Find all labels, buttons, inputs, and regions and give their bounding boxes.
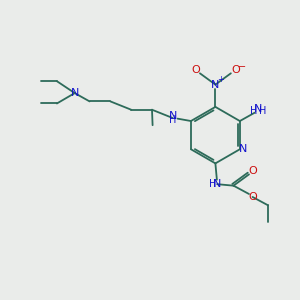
Text: H: H [169,115,176,125]
Text: O: O [191,65,200,75]
Text: N: N [239,144,248,154]
Text: H: H [250,106,257,116]
Text: O: O [231,65,240,75]
Text: +: + [217,75,224,84]
Text: H: H [209,179,216,189]
Text: O: O [248,192,257,202]
Text: N: N [254,103,262,113]
Text: −: − [238,62,246,72]
Text: N: N [211,80,220,90]
Text: N: N [169,111,177,121]
Text: H: H [259,106,267,116]
Text: N: N [213,179,221,189]
Text: O: O [248,167,257,176]
Text: N: N [70,88,79,98]
